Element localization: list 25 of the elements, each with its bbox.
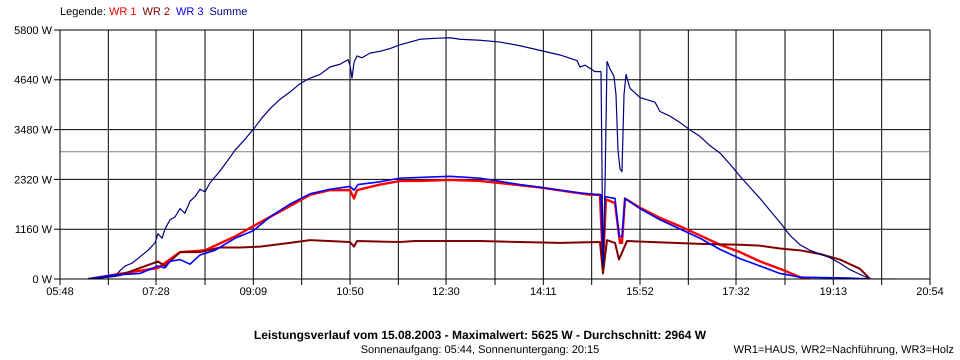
- x-tick-label: 05:48: [46, 286, 74, 298]
- text: WR 1: [108, 6, 136, 18]
- x-tick-label: 12:30: [432, 286, 460, 298]
- x-tick-label: 10:50: [336, 286, 364, 298]
- text: WR 2: [142, 6, 170, 18]
- x-tick-label: 09:09: [240, 286, 268, 298]
- x-tick-label: 17:32: [722, 286, 750, 298]
- x-tick-label: 14:11: [530, 286, 557, 298]
- line-series: [87, 239, 872, 279]
- x-tick-label: 07:28: [142, 286, 170, 298]
- y-tick-label: 2320 W: [14, 174, 53, 186]
- text: Leistungsverlauf vom 15.08.2003 - Maximalwert: 5625 W - Durchschnitt: 2964 W: [252, 328, 708, 342]
- y-tick-label: 4640 W: [14, 74, 53, 87]
- y-tick-label: 1160 W: [14, 224, 53, 236]
- text: Summe: [209, 6, 248, 18]
- y-tick-label: 3480 W: [14, 124, 53, 137]
- text: WR 3: [176, 6, 204, 18]
- x-tick-label: 19:13: [820, 286, 848, 298]
- y-tick-label: 0 W: [32, 274, 53, 286]
- x-tick-label: 15:52: [626, 286, 654, 298]
- text: WR1=HAUS, WR2=Nachführung, WR3=Holz: [734, 344, 954, 356]
- legend-title: Legende:: [60, 6, 107, 18]
- x-tick-label: 20:54: [916, 286, 944, 298]
- text: Sonnenaufgang: 05:44, Sonnenuntergang: 20:15: [360, 344, 600, 356]
- y-tick-label: 5800 W: [14, 24, 53, 37]
